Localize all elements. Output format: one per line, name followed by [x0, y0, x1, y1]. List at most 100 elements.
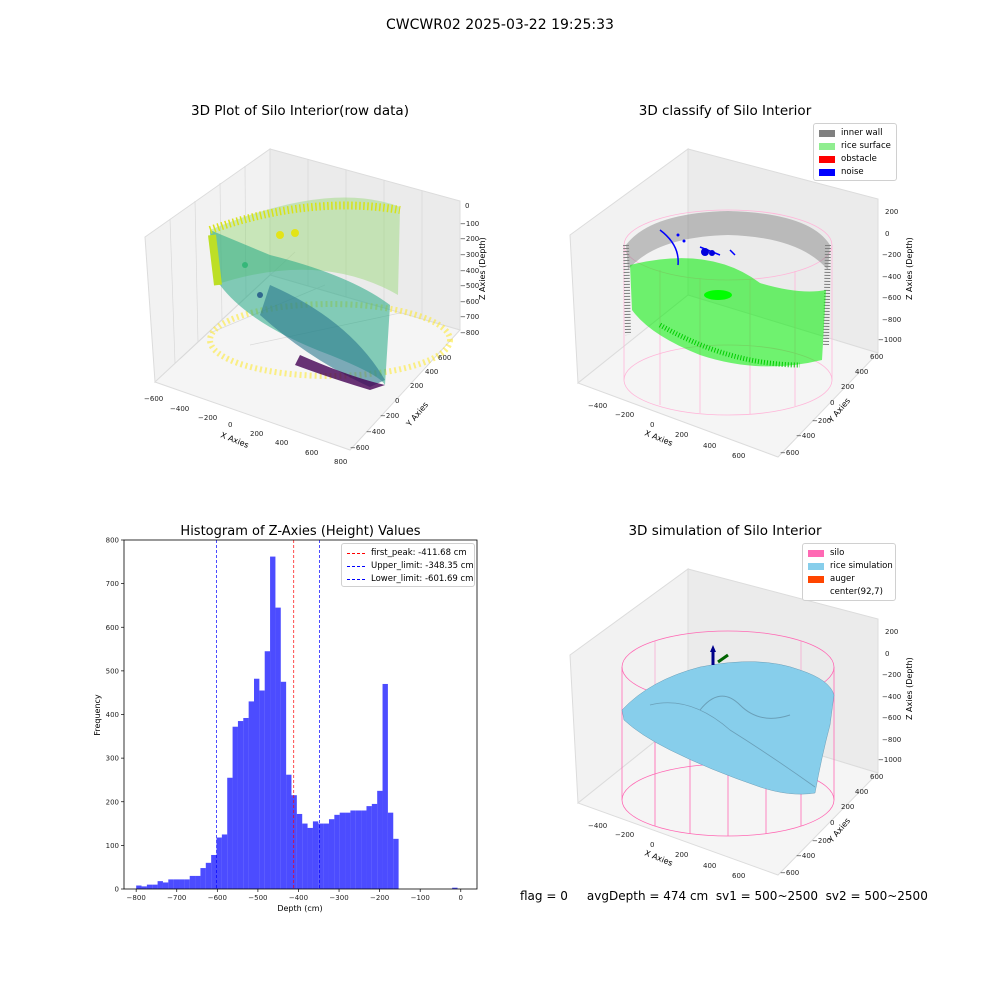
histogram-bar — [157, 881, 163, 889]
svg-text:−200: −200 — [615, 411, 634, 419]
histogram-bar — [259, 690, 265, 889]
svg-text:−800: −800 — [882, 736, 901, 744]
histogram-bar — [280, 681, 287, 889]
svg-text:400: 400 — [703, 862, 716, 870]
histogram-bar — [361, 810, 367, 889]
svg-text:0: 0 — [830, 399, 834, 407]
histogram-bar — [323, 823, 329, 889]
legend-line-lower-limit — [347, 578, 365, 580]
histogram-bar — [195, 875, 201, 889]
svg-text:800: 800 — [334, 458, 347, 466]
histogram-bar — [243, 717, 249, 889]
svg-text:200: 200 — [675, 431, 688, 439]
histogram-bar — [184, 879, 190, 889]
svg-text:−800: −800 — [882, 316, 901, 324]
classify-z-ticks: 200 0 −200 −400 −600 −800 −1000 — [878, 208, 902, 344]
svg-text:−200: −200 — [812, 837, 831, 845]
svg-text:−200: −200 — [882, 671, 901, 679]
svg-text:−700: −700 — [460, 313, 479, 321]
svg-text:600: 600 — [732, 452, 745, 460]
classify-plot-title: 3D classify of Silo Interior — [638, 103, 812, 119]
svg-text:−600: −600 — [144, 395, 163, 403]
histogram-bar — [270, 556, 276, 889]
svg-text:0: 0 — [650, 421, 654, 429]
svg-text:−100: −100 — [460, 220, 479, 228]
svg-text:−300: −300 — [460, 251, 479, 259]
histogram-y-tick-label: 300 — [106, 755, 119, 763]
classify-x-label: X Axies — [643, 429, 674, 448]
svg-text:200: 200 — [885, 628, 898, 636]
simulation-z-label: Z Axies (Depth) — [905, 657, 914, 720]
histogram-bars — [136, 556, 458, 889]
raw-y-label: Y Axies — [404, 400, 430, 429]
legend-swatch-obstacle — [819, 155, 835, 163]
svg-text:−400: −400 — [366, 428, 385, 436]
svg-text:400: 400 — [703, 442, 716, 450]
histogram-y-tick-label: 0 — [115, 886, 119, 894]
histogram-bar — [355, 810, 362, 889]
histogram-bar — [168, 879, 174, 889]
histogram-bar — [286, 774, 292, 889]
legend-swatch-auger — [808, 575, 824, 583]
histogram-bar — [345, 812, 351, 889]
histogram-title: Histogram of Z-Axies (Height) Values — [180, 524, 421, 539]
svg-text:0: 0 — [830, 819, 834, 827]
histogram-bar — [179, 879, 185, 889]
figure-title: CWCWR02 2025-03-22 19:25:33 — [386, 17, 614, 33]
histogram-bar — [189, 875, 196, 889]
svg-text:−600: −600 — [882, 294, 901, 302]
classify-points — [623, 211, 831, 368]
svg-text:200: 200 — [885, 208, 898, 216]
histogram-bar — [162, 882, 169, 889]
simulation-plot-title: 3D simulation of Silo Interior — [628, 523, 822, 539]
svg-text:600: 600 — [870, 773, 883, 781]
classify-x-ticks: −400 −200 0 200 400 600 — [588, 402, 745, 460]
histogram-bar — [302, 823, 308, 889]
svg-text:0: 0 — [885, 650, 889, 658]
histogram-y-tick-label: 500 — [106, 667, 119, 675]
svg-text:−400: −400 — [170, 405, 189, 413]
simulation-x-label: X Axies — [643, 849, 674, 868]
histogram-bar — [393, 838, 399, 889]
histogram-bar — [254, 678, 260, 889]
rice-surface — [621, 661, 835, 795]
histogram-x-tick-label: 0 — [459, 894, 463, 902]
histogram-x-tick-label: −600 — [208, 894, 227, 902]
histogram-bar — [371, 803, 378, 889]
histogram-legend: first_peak: -411.68 cm Upper_limit: -348… — [341, 543, 475, 587]
histogram-x-tick-label: −500 — [248, 894, 267, 902]
histogram-x-label: Depth (cm) — [277, 904, 322, 913]
legend-swatch-inner-wall — [819, 129, 835, 137]
svg-text:0: 0 — [395, 397, 399, 405]
histogram-bar — [318, 823, 324, 889]
legend-label-rice-surface: rice surface — [841, 141, 891, 151]
classify-z-label: Z Axies (Depth) — [905, 237, 914, 300]
svg-text:400: 400 — [855, 368, 868, 376]
legend-label-silo: silo — [830, 548, 845, 558]
histogram-bar — [205, 862, 212, 889]
raw-plot-title: 3D Plot of Silo Interior(row data) — [191, 103, 409, 119]
histogram-y-label: Frequency — [93, 694, 102, 736]
histogram-chart: −800 −700 −600 −500 −400 −300 −200 −100 0 0 100 20… — [93, 537, 478, 913]
histogram-bar — [307, 827, 313, 889]
legend-label-obstacle: obstacle — [841, 154, 877, 164]
svg-text:−600: −600 — [780, 449, 799, 457]
svg-text:200: 200 — [675, 851, 688, 859]
histogram-bar — [366, 806, 372, 889]
classify-legend: inner wall rice surface obstacle noise — [813, 123, 897, 181]
svg-text:−200: −200 — [460, 235, 479, 243]
histogram-bar — [275, 607, 281, 889]
svg-text:−600: −600 — [460, 298, 479, 306]
svg-text:−400: −400 — [882, 693, 901, 701]
svg-text:600: 600 — [732, 872, 745, 880]
svg-text:200: 200 — [410, 382, 423, 390]
raw-z-ticks: 0 −100 −200 −300 −400 −500 −600 −700 −800 — [460, 202, 479, 337]
legend-swatch-rice-surface — [819, 142, 835, 150]
legend-label-noise: noise — [841, 167, 864, 177]
legend-line-first-peak — [347, 552, 365, 554]
svg-text:600: 600 — [305, 449, 318, 457]
raw-points — [207, 197, 453, 390]
svg-text:−500: −500 — [460, 282, 479, 290]
